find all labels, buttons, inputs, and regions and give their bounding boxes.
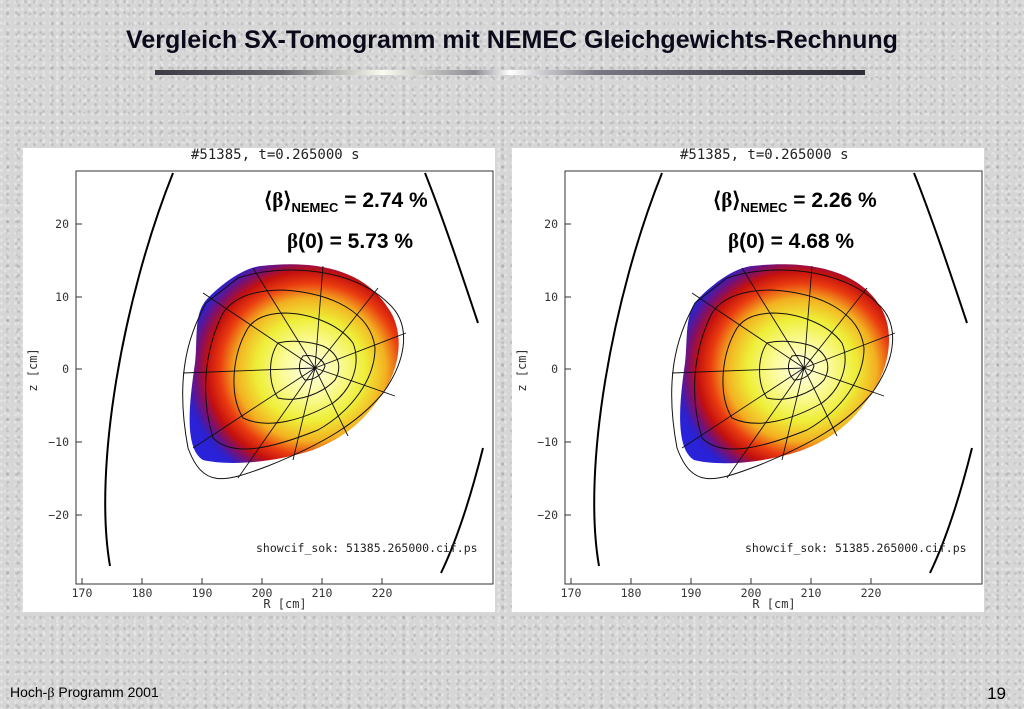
x-tick-label: 210 xyxy=(801,586,822,600)
x-tick-label: 180 xyxy=(621,586,642,600)
footer-program-label: Hoch-β Programm 2001 xyxy=(10,684,159,702)
vessel-wall-outer-bottom xyxy=(929,447,973,574)
poloidal-lines xyxy=(671,265,896,479)
tomogram-panel-left: 20 10 0 −10 −20 170 180 190 200 210 220 … xyxy=(23,147,495,612)
x-axis-label: R [cm] xyxy=(263,597,306,611)
y-tick-label: −10 xyxy=(48,435,69,449)
y-tick-label: 20 xyxy=(55,217,69,231)
beta-nemec-subscript: NEMEC xyxy=(291,200,339,215)
plasma-emissivity xyxy=(680,264,890,464)
flux-surfaces xyxy=(182,269,405,480)
x-tick-label: 220 xyxy=(372,586,393,600)
vessel-wall-inner xyxy=(104,172,174,567)
x-tick-label: 170 xyxy=(72,586,93,600)
x-tick-label: 200 xyxy=(252,586,273,600)
vessel-wall-outer-bottom xyxy=(440,447,484,574)
x-ticks: 170 180 190 200 210 220 xyxy=(561,578,882,600)
y-axis-label: z [cm] xyxy=(26,348,40,391)
beta0-annotation: β(0) = 4.68 % xyxy=(728,229,854,254)
y-axis-label: z [cm] xyxy=(515,348,529,391)
beta-nemec-symbol: ⟨β⟩ xyxy=(264,188,292,212)
y-tick-label: 10 xyxy=(544,290,558,304)
footer-suffix: Programm 2001 xyxy=(54,684,159,700)
x-tick-label: 180 xyxy=(132,586,153,600)
beta-nemec-symbol: ⟨β⟩ xyxy=(713,188,741,212)
x-tick-label: 190 xyxy=(681,586,702,600)
x-tick-label: 210 xyxy=(312,586,333,600)
plot-frame xyxy=(564,170,983,585)
beta-nemec-annotation: ⟨β⟩NEMEC = 2.26 % xyxy=(713,188,877,215)
plot-frame xyxy=(75,170,494,585)
y-ticks: 20 10 0 −10 −20 xyxy=(537,217,571,522)
y-tick-label: 20 xyxy=(544,217,558,231)
x-tick-label: 170 xyxy=(561,586,582,600)
vessel-wall-outer-top xyxy=(424,172,479,324)
tomogram-plot: 20 10 0 −10 −20 170 180 190 200 210 220 … xyxy=(515,170,983,611)
tomogram-plot: 20 10 0 −10 −20 170 180 190 200 210 220 … xyxy=(26,170,494,611)
tomogram-panel-right: 20 10 0 −10 −20 170 180 190 200 210 220 … xyxy=(512,147,984,612)
poloidal-lines xyxy=(182,265,407,479)
plasma-emissivity xyxy=(189,264,399,463)
vessel-wall-inner xyxy=(593,172,663,567)
beta0-annotation: β(0) = 5.73 % xyxy=(287,229,413,254)
shot-title: #51385, t=0.265000 s xyxy=(191,147,360,163)
title-rule xyxy=(155,70,865,75)
x-tick-label: 200 xyxy=(741,586,762,600)
y-tick-label: 0 xyxy=(62,362,69,376)
shot-title: #51385, t=0.265000 s xyxy=(680,147,849,163)
slide-title: Vergleich SX-Tomogramm mit NEMEC Gleichg… xyxy=(126,26,898,54)
page-number: 19 xyxy=(987,684,1006,703)
beta0-value: (0) = 5.73 % xyxy=(298,230,414,253)
filename-label: showcif_sok: 51385.265000.cif.ps xyxy=(745,541,967,555)
y-tick-label: 0 xyxy=(551,362,558,376)
beta0-symbol: β xyxy=(728,229,740,253)
beta-nemec-value: = 2.26 % xyxy=(787,189,877,212)
flux-surfaces xyxy=(671,269,894,480)
beta0-symbol: β xyxy=(287,229,299,253)
footer-beta: β xyxy=(47,686,55,701)
filename-label: showcif_sok: 51385.265000.cif.ps xyxy=(256,541,478,555)
x-axis-label: R [cm] xyxy=(752,597,795,611)
x-tick-label: 190 xyxy=(192,586,213,600)
y-ticks: 20 10 0 −10 −20 xyxy=(48,217,82,522)
x-tick-label: 220 xyxy=(861,586,882,600)
beta-nemec-value: = 2.74 % xyxy=(338,189,428,212)
footer-prefix: Hoch- xyxy=(10,684,48,700)
y-tick-label: −10 xyxy=(537,435,558,449)
x-ticks: 170 180 190 200 210 220 xyxy=(72,578,393,600)
beta0-value: (0) = 4.68 % xyxy=(739,230,855,253)
y-tick-label: −20 xyxy=(48,508,69,522)
beta-nemec-subscript: NEMEC xyxy=(740,200,788,215)
vessel-wall-outer-top xyxy=(913,172,968,324)
y-tick-label: 10 xyxy=(55,290,69,304)
y-tick-label: −20 xyxy=(537,508,558,522)
beta-nemec-annotation: ⟨β⟩NEMEC = 2.74 % xyxy=(264,188,428,215)
